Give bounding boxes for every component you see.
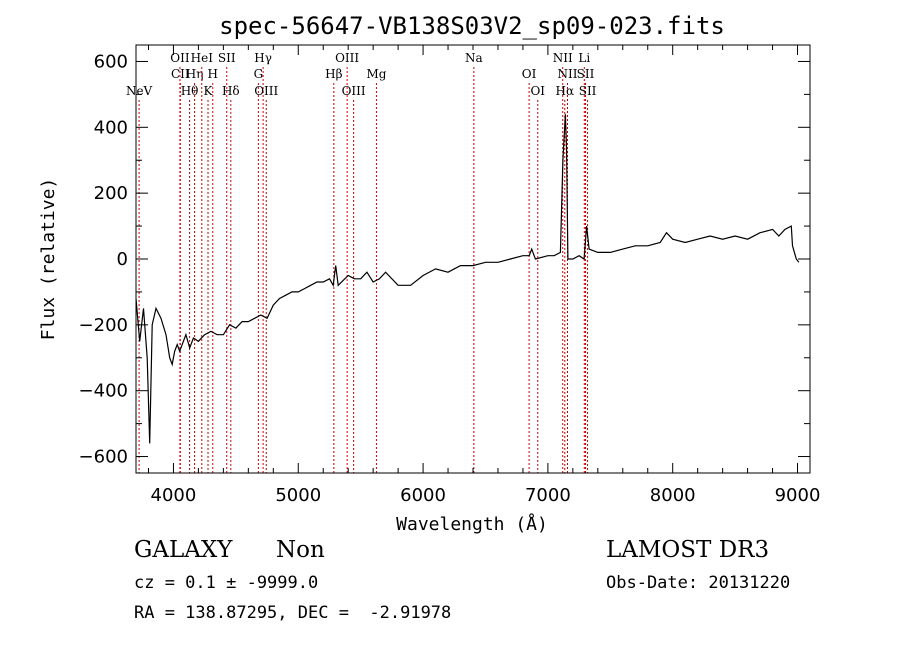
object-subclass: Non bbox=[276, 537, 325, 563]
emission-line-label: OI bbox=[530, 84, 545, 98]
y-axis-label: Flux (relative) bbox=[38, 178, 59, 341]
emission-line-label: Hδ bbox=[222, 84, 240, 98]
emission-line-label: NeV bbox=[126, 84, 153, 98]
x-tick-label: 9000 bbox=[775, 485, 821, 506]
y-tick-label: 200 bbox=[94, 183, 128, 204]
emission-line-label: OIII bbox=[342, 84, 366, 98]
x-axis-ticks: 4000 5000 6000 7000 8000 9000 bbox=[147, 45, 821, 506]
survey-name: LAMOST DR3 bbox=[606, 537, 770, 563]
coordinates: RA = 138.87295, DEC = -2.91978 bbox=[134, 603, 452, 623]
emission-line-label: Hα bbox=[555, 84, 574, 98]
y-tick-label: 0 bbox=[117, 249, 128, 270]
redshift-value: cz = 0.1 ± -9999.0 bbox=[134, 573, 319, 593]
chart-title: spec-56647-VB138S03V2_sp09-023.fits bbox=[219, 12, 725, 40]
obs-date: Obs-Date: 20131220 bbox=[606, 573, 791, 593]
y-tick-label: 600 bbox=[94, 51, 128, 72]
emission-line-label: Hη bbox=[186, 67, 204, 81]
emission-line-label: OIII bbox=[254, 84, 278, 98]
x-axis-label: Wavelength (Å) bbox=[396, 513, 548, 535]
emission-line-label: SII bbox=[579, 84, 597, 98]
emission-line-label: OIII bbox=[335, 51, 359, 65]
emission-line-label: SII bbox=[577, 67, 595, 81]
emission-line-label: SII bbox=[218, 51, 236, 65]
emission-line-label: Mg bbox=[366, 67, 386, 81]
object-class: GALAXY bbox=[134, 537, 233, 563]
emission-line-label: Hθ bbox=[181, 84, 199, 98]
emission-line-label: OI bbox=[522, 67, 537, 81]
y-tick-label: 400 bbox=[94, 117, 128, 138]
y-axis-ticks: −600 −400 −200 0 200 400 600 bbox=[79, 51, 810, 468]
emission-line-label: K bbox=[204, 84, 214, 98]
y-tick-label: −200 bbox=[79, 315, 128, 336]
x-tick-label: 4000 bbox=[151, 485, 197, 506]
x-tick-label: 7000 bbox=[525, 485, 571, 506]
y-tick-label: −600 bbox=[79, 447, 128, 468]
emission-line-label: Li bbox=[578, 51, 590, 65]
emission-line-label: NII bbox=[553, 51, 573, 65]
emission-line-label: Na bbox=[465, 51, 483, 65]
emission-line-markers: NeVOIICIIHθHηHeIKHSIIHδHγGOIIIHβOIIIOIII… bbox=[126, 51, 597, 473]
emission-line-label: H bbox=[208, 67, 218, 81]
y-tick-label: −400 bbox=[79, 381, 128, 402]
emission-line-label: G bbox=[254, 67, 264, 81]
x-tick-label: 6000 bbox=[400, 485, 446, 506]
emission-line-label: Hβ bbox=[325, 67, 342, 81]
emission-line-label: CII bbox=[171, 67, 190, 81]
spectrum-line bbox=[135, 114, 800, 444]
x-tick-label: 8000 bbox=[650, 485, 696, 506]
emission-line-label: Hγ bbox=[254, 51, 272, 65]
emission-line-label: OII bbox=[170, 51, 190, 65]
plot-frame bbox=[135, 44, 811, 474]
emission-line-label: NII bbox=[557, 67, 577, 81]
emission-line-label: HeI bbox=[191, 51, 214, 65]
x-tick-label: 5000 bbox=[275, 485, 321, 506]
